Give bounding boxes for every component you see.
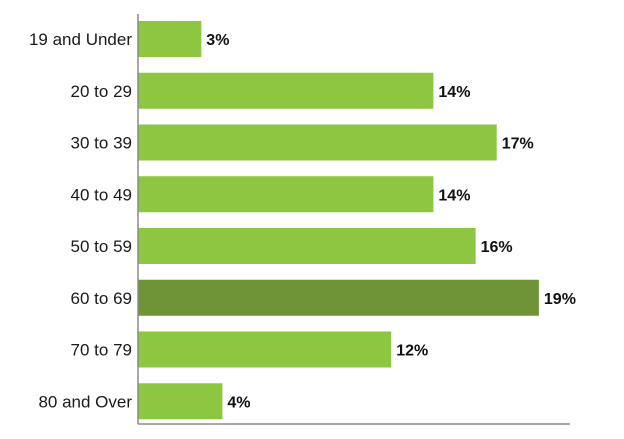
bar-70-to-79 <box>138 331 392 368</box>
bar-30-to-39 <box>138 124 497 161</box>
bar-19-and-under <box>138 21 202 57</box>
value-label-19-and-under: 3% <box>206 32 229 49</box>
value-label-70-to-79: 12% <box>396 343 428 360</box>
bar-80-and-over <box>138 383 223 420</box>
value-label-50-to-59: 16% <box>481 239 513 256</box>
category-label-80-and-over: 80 and Over <box>38 392 132 411</box>
value-labels-group: 3% 14% 17% 14% 16% 19% 12% 4% <box>206 32 576 411</box>
category-label-30-to-39: 30 to 39 <box>71 134 132 153</box>
value-label-30-to-39: 17% <box>502 136 534 153</box>
bar-50-to-59 <box>138 228 476 264</box>
category-labels-group: 19 and Under 20 to 29 30 to 39 40 to 49 50 t… <box>29 30 132 411</box>
category-label-50-to-59: 50 to 59 <box>71 237 132 256</box>
bar-60-to-69 <box>138 279 539 316</box>
value-label-20-to-29: 14% <box>438 84 470 101</box>
value-label-60-to-69: 19% <box>544 291 576 308</box>
category-label-40-to-49: 40 to 49 <box>71 185 132 204</box>
value-label-40-to-49: 14% <box>438 187 470 204</box>
category-label-20-to-29: 20 to 29 <box>71 82 132 101</box>
category-label-60-to-69: 60 to 69 <box>71 289 132 308</box>
bars-group <box>138 21 539 420</box>
category-label-70-to-79: 70 to 79 <box>71 341 132 360</box>
bar-40-to-49 <box>138 176 434 213</box>
value-label-80-and-over: 4% <box>227 394 250 411</box>
bar-20-to-29 <box>138 72 434 109</box>
category-label-19-and-under: 19 and Under <box>29 30 132 49</box>
